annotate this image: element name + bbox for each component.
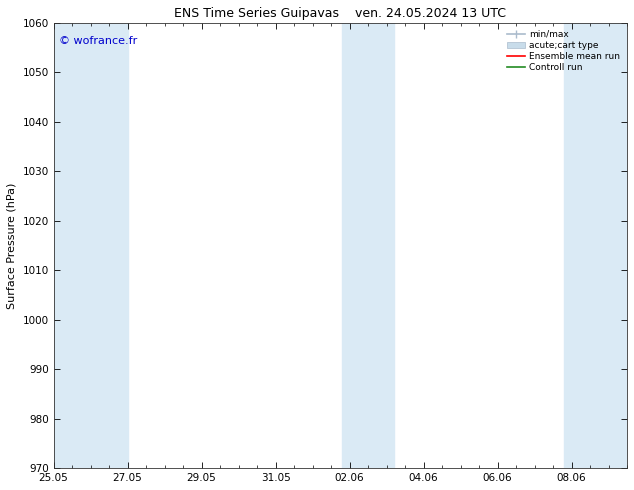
Bar	[54, 23, 127, 468]
Text: © wofrance.fr: © wofrance.fr	[60, 36, 138, 46]
Legend: min/max, acute;cart type, Ensemble mean run, Controll run: min/max, acute;cart type, Ensemble mean …	[505, 27, 623, 75]
Bar	[564, 23, 627, 468]
Title: ENS Time Series Guipavas    ven. 24.05.2024 13 UTC: ENS Time Series Guipavas ven. 24.05.2024…	[174, 7, 507, 20]
Bar	[342, 23, 394, 468]
Y-axis label: Surface Pressure (hPa): Surface Pressure (hPa)	[7, 182, 17, 309]
